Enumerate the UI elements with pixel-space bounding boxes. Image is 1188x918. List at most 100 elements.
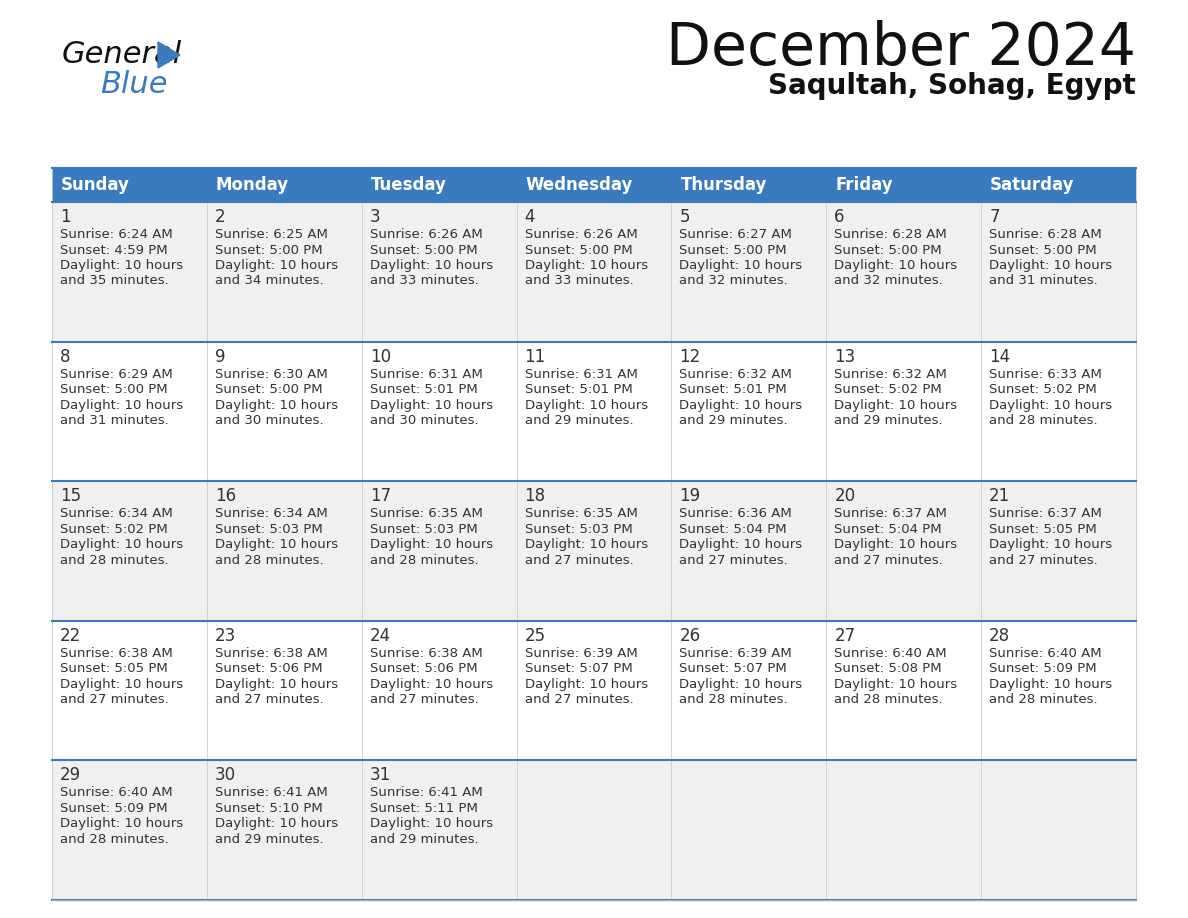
Text: and 30 minutes.: and 30 minutes. (215, 414, 323, 427)
Text: Sunset: 5:00 PM: Sunset: 5:00 PM (61, 383, 168, 396)
Text: December 2024: December 2024 (666, 20, 1136, 77)
Text: Sunset: 5:01 PM: Sunset: 5:01 PM (680, 383, 788, 396)
Text: Sunrise: 6:29 AM: Sunrise: 6:29 AM (61, 367, 172, 381)
Text: Daylight: 10 hours: Daylight: 10 hours (215, 538, 337, 551)
Text: 4: 4 (525, 208, 535, 226)
Text: 22: 22 (61, 627, 81, 644)
Text: Sunrise: 6:30 AM: Sunrise: 6:30 AM (215, 367, 328, 381)
Text: 16: 16 (215, 487, 236, 505)
Text: Sunset: 5:00 PM: Sunset: 5:00 PM (680, 243, 788, 256)
Text: 3: 3 (369, 208, 380, 226)
Text: Sunrise: 6:40 AM: Sunrise: 6:40 AM (990, 647, 1101, 660)
Text: Sunrise: 6:26 AM: Sunrise: 6:26 AM (525, 228, 637, 241)
Text: Daylight: 10 hours: Daylight: 10 hours (990, 398, 1112, 411)
Text: Monday: Monday (216, 176, 289, 194)
Text: Daylight: 10 hours: Daylight: 10 hours (215, 398, 337, 411)
Text: 31: 31 (369, 767, 391, 784)
Bar (52, 168, 207, 202)
Text: General: General (62, 40, 182, 69)
Text: Daylight: 10 hours: Daylight: 10 hours (215, 817, 337, 831)
Text: Sunset: 5:03 PM: Sunset: 5:03 PM (525, 522, 632, 536)
Bar (52, 202, 1136, 341)
Text: Daylight: 10 hours: Daylight: 10 hours (61, 817, 183, 831)
Text: and 33 minutes.: and 33 minutes. (525, 274, 633, 287)
Text: 30: 30 (215, 767, 236, 784)
Text: Daylight: 10 hours: Daylight: 10 hours (990, 677, 1112, 691)
Text: Sunset: 5:00 PM: Sunset: 5:00 PM (215, 383, 322, 396)
Text: Sunrise: 6:24 AM: Sunrise: 6:24 AM (61, 228, 172, 241)
Text: 23: 23 (215, 627, 236, 644)
Text: Sunset: 5:07 PM: Sunset: 5:07 PM (680, 662, 788, 676)
Text: 6: 6 (834, 208, 845, 226)
Bar (671, 168, 827, 202)
Text: Sunset: 5:05 PM: Sunset: 5:05 PM (990, 522, 1097, 536)
Text: Sunset: 5:03 PM: Sunset: 5:03 PM (369, 522, 478, 536)
Text: Sunset: 5:02 PM: Sunset: 5:02 PM (990, 383, 1097, 396)
Text: Sunrise: 6:32 AM: Sunrise: 6:32 AM (834, 367, 947, 381)
Text: Sunrise: 6:34 AM: Sunrise: 6:34 AM (215, 508, 328, 521)
Text: and 33 minutes.: and 33 minutes. (369, 274, 479, 287)
Text: Sunset: 4:59 PM: Sunset: 4:59 PM (61, 243, 168, 256)
Text: and 28 minutes.: and 28 minutes. (61, 833, 169, 845)
Text: and 28 minutes.: and 28 minutes. (369, 554, 479, 566)
Text: 10: 10 (369, 348, 391, 365)
Text: and 27 minutes.: and 27 minutes. (525, 554, 633, 566)
Text: Sunrise: 6:26 AM: Sunrise: 6:26 AM (369, 228, 482, 241)
Text: Sunset: 5:05 PM: Sunset: 5:05 PM (61, 662, 168, 676)
Text: and 27 minutes.: and 27 minutes. (834, 554, 943, 566)
Text: Sunrise: 6:31 AM: Sunrise: 6:31 AM (525, 367, 638, 381)
Text: Sunrise: 6:39 AM: Sunrise: 6:39 AM (680, 647, 792, 660)
Text: 25: 25 (525, 627, 545, 644)
Text: Sunset: 5:09 PM: Sunset: 5:09 PM (61, 802, 168, 815)
Text: Sunday: Sunday (61, 176, 129, 194)
Text: 13: 13 (834, 348, 855, 365)
Text: Daylight: 10 hours: Daylight: 10 hours (990, 538, 1112, 551)
Text: and 28 minutes.: and 28 minutes. (61, 554, 169, 566)
Text: 27: 27 (834, 627, 855, 644)
Text: and 27 minutes.: and 27 minutes. (680, 554, 788, 566)
Text: and 31 minutes.: and 31 minutes. (61, 414, 169, 427)
Text: Daylight: 10 hours: Daylight: 10 hours (680, 677, 803, 691)
Text: Daylight: 10 hours: Daylight: 10 hours (680, 398, 803, 411)
Text: Sunrise: 6:38 AM: Sunrise: 6:38 AM (369, 647, 482, 660)
Text: 21: 21 (990, 487, 1010, 505)
Text: Wednesday: Wednesday (525, 176, 633, 194)
Text: Sunset: 5:06 PM: Sunset: 5:06 PM (215, 662, 322, 676)
Text: Sunrise: 6:40 AM: Sunrise: 6:40 AM (834, 647, 947, 660)
Text: 8: 8 (61, 348, 70, 365)
Text: Sunrise: 6:38 AM: Sunrise: 6:38 AM (215, 647, 328, 660)
Text: and 32 minutes.: and 32 minutes. (680, 274, 788, 287)
Text: Sunrise: 6:34 AM: Sunrise: 6:34 AM (61, 508, 172, 521)
Text: 18: 18 (525, 487, 545, 505)
Text: Daylight: 10 hours: Daylight: 10 hours (369, 259, 493, 272)
Text: and 28 minutes.: and 28 minutes. (215, 554, 323, 566)
Text: Sunset: 5:09 PM: Sunset: 5:09 PM (990, 662, 1097, 676)
Text: Daylight: 10 hours: Daylight: 10 hours (215, 677, 337, 691)
Text: Sunrise: 6:37 AM: Sunrise: 6:37 AM (834, 508, 947, 521)
Text: and 35 minutes.: and 35 minutes. (61, 274, 169, 287)
Bar (52, 341, 1136, 481)
Text: Sunrise: 6:32 AM: Sunrise: 6:32 AM (680, 367, 792, 381)
Text: Daylight: 10 hours: Daylight: 10 hours (61, 398, 183, 411)
Text: 19: 19 (680, 487, 701, 505)
Text: Sunset: 5:06 PM: Sunset: 5:06 PM (369, 662, 478, 676)
Text: Daylight: 10 hours: Daylight: 10 hours (369, 398, 493, 411)
Text: and 29 minutes.: and 29 minutes. (215, 833, 323, 845)
Text: Daylight: 10 hours: Daylight: 10 hours (990, 259, 1112, 272)
Text: Sunset: 5:00 PM: Sunset: 5:00 PM (834, 243, 942, 256)
Text: and 28 minutes.: and 28 minutes. (990, 414, 1098, 427)
Text: Daylight: 10 hours: Daylight: 10 hours (834, 538, 958, 551)
Text: Sunrise: 6:25 AM: Sunrise: 6:25 AM (215, 228, 328, 241)
Text: and 31 minutes.: and 31 minutes. (990, 274, 1098, 287)
Bar (52, 481, 1136, 621)
Text: Sunset: 5:04 PM: Sunset: 5:04 PM (834, 522, 942, 536)
Text: Sunset: 5:01 PM: Sunset: 5:01 PM (369, 383, 478, 396)
Text: and 27 minutes.: and 27 minutes. (369, 693, 479, 706)
Text: Daylight: 10 hours: Daylight: 10 hours (369, 538, 493, 551)
Text: 24: 24 (369, 627, 391, 644)
Text: Tuesday: Tuesday (371, 176, 447, 194)
Text: Daylight: 10 hours: Daylight: 10 hours (525, 259, 647, 272)
Bar (52, 760, 1136, 900)
Text: Sunset: 5:10 PM: Sunset: 5:10 PM (215, 802, 323, 815)
Text: Sunrise: 6:38 AM: Sunrise: 6:38 AM (61, 647, 172, 660)
